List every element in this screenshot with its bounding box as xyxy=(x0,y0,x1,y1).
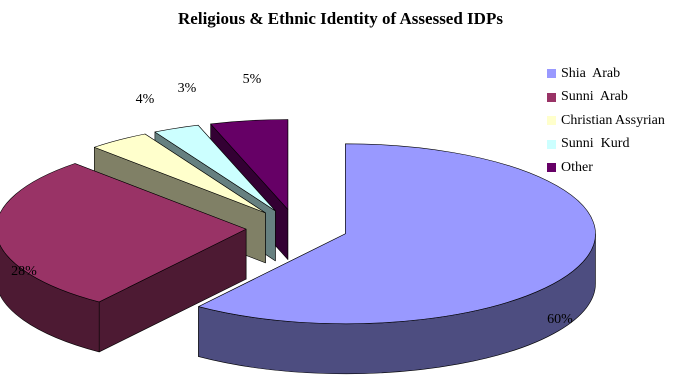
pie-labels: 60% 28% 4% 3% 5% xyxy=(11,72,573,327)
data-label-2: 4% xyxy=(136,92,155,107)
pie-slice-4 xyxy=(210,119,289,210)
data-label-4: 5% xyxy=(243,72,262,87)
legend-item-3: Sunni Kurd xyxy=(547,133,665,157)
legend-label: Christian Assyrian xyxy=(561,112,665,128)
legend-swatch xyxy=(547,69,556,79)
legend-label: Shia Arab xyxy=(561,65,621,81)
pie-slice-3 xyxy=(154,124,276,212)
legend-label: Sunni Kurd xyxy=(561,136,630,152)
legend-swatch xyxy=(547,163,556,173)
legend-item-4: Other xyxy=(547,156,665,180)
chart-title: Religious & Ethnic Identity of Assessed … xyxy=(178,9,503,28)
data-label-1: 28% xyxy=(11,264,37,279)
pie-tops xyxy=(0,119,596,325)
pie-slice-1 xyxy=(0,163,247,303)
pie-slice-0 xyxy=(198,143,596,325)
legend-item-0: Shia Arab xyxy=(547,62,665,86)
pie-slice-2 xyxy=(93,133,266,214)
legend: Shia Arab Sunni Arab Christian Assyrian Sun… xyxy=(547,62,665,180)
legend-item-2: Christian Assyrian xyxy=(547,109,665,133)
legend-label: Other xyxy=(561,159,593,175)
data-label-0: 60% xyxy=(547,312,573,327)
legend-item-1: Sunni Arab xyxy=(547,86,665,110)
legend-label: Sunni Arab xyxy=(561,89,628,105)
legend-swatch xyxy=(547,139,556,149)
legend-swatch xyxy=(547,92,556,102)
data-label-3: 3% xyxy=(178,81,197,96)
legend-swatch xyxy=(547,116,556,126)
